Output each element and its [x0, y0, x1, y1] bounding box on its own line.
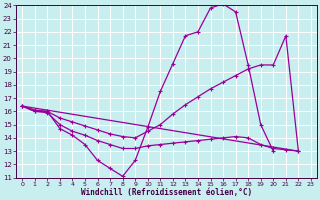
- X-axis label: Windchill (Refroidissement éolien,°C): Windchill (Refroidissement éolien,°C): [81, 188, 252, 197]
